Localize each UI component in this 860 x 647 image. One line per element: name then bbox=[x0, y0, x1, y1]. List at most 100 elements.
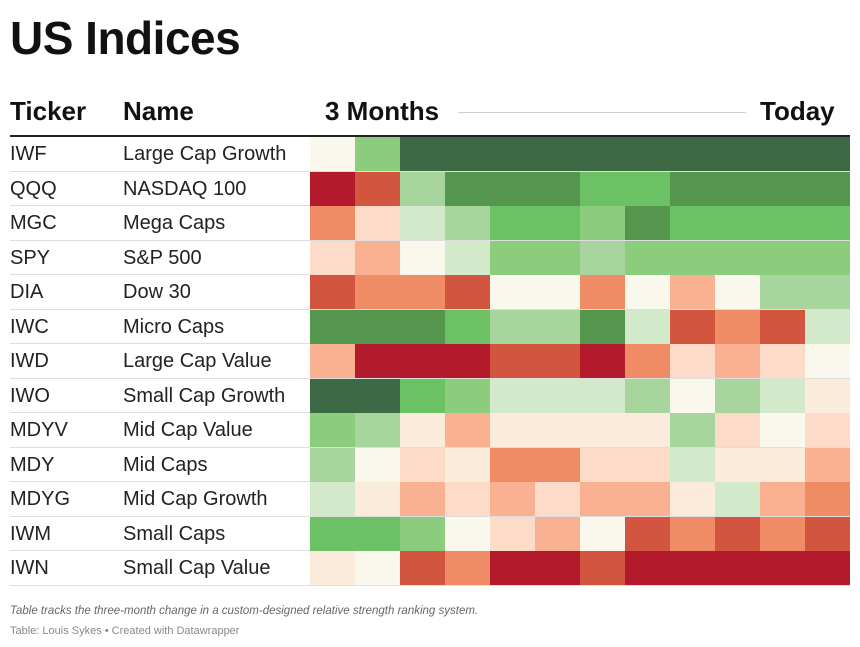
table-row: DIA Dow 30 bbox=[10, 275, 850, 310]
heat-cell bbox=[670, 413, 715, 447]
heat-cell bbox=[400, 482, 445, 516]
heat-strip bbox=[310, 240, 850, 275]
heat-strip bbox=[310, 137, 850, 171]
heat-strip bbox=[310, 551, 850, 585]
heat-cell bbox=[715, 482, 760, 516]
heat-cell bbox=[670, 378, 715, 413]
heat-cell bbox=[490, 482, 535, 516]
heat-cell bbox=[805, 516, 850, 551]
table-row: IWM Small Caps bbox=[10, 516, 850, 551]
heat-cell bbox=[490, 206, 535, 240]
ticker-cell: IWF bbox=[10, 143, 47, 165]
heat-cell bbox=[760, 413, 805, 447]
chart-title: US Indices bbox=[10, 12, 241, 64]
heat-cell bbox=[445, 137, 490, 171]
header-rule bbox=[10, 135, 850, 137]
heat-cell bbox=[805, 171, 850, 206]
heat-cell bbox=[310, 482, 355, 516]
heat-cell bbox=[670, 551, 715, 585]
heat-cell bbox=[445, 206, 490, 240]
footer-note: Table tracks the three-month change in a… bbox=[10, 605, 479, 617]
heat-cell bbox=[355, 447, 400, 482]
heat-cell bbox=[400, 344, 445, 378]
heat-cell bbox=[625, 447, 670, 482]
heat-cell bbox=[625, 240, 670, 275]
ticker-cell: QQQ bbox=[10, 177, 57, 200]
heat-cell bbox=[490, 516, 535, 551]
name-cell: S&P 500 bbox=[123, 246, 202, 269]
heat-cell bbox=[625, 551, 670, 585]
heat-strip bbox=[310, 344, 850, 378]
heat-cell bbox=[670, 447, 715, 482]
heat-cell bbox=[310, 344, 355, 378]
heatmap-table: IWF Large Cap Growth QQQ NASDAQ 100 MGC Mega … bbox=[10, 137, 850, 586]
heat-cell bbox=[805, 344, 850, 378]
heat-cell bbox=[715, 171, 760, 206]
heat-cell bbox=[400, 447, 445, 482]
ticker-cell: IWM bbox=[10, 522, 52, 545]
heat-cell bbox=[445, 171, 490, 206]
column-header-name: Name bbox=[123, 96, 194, 126]
heat-cell bbox=[625, 482, 670, 516]
heat-cell bbox=[580, 551, 625, 585]
heat-cell bbox=[670, 275, 715, 309]
table-row: SPY S&P 500 bbox=[10, 240, 850, 275]
heat-cell bbox=[400, 551, 445, 585]
heat-cell bbox=[670, 344, 715, 378]
heat-cell bbox=[445, 413, 490, 447]
heat-cell bbox=[760, 516, 805, 551]
ticker-cell: SPY bbox=[10, 246, 51, 269]
heat-cell bbox=[490, 447, 535, 482]
heat-cell bbox=[490, 344, 535, 378]
footer-source: Table: Louis Sykes • Created with Datawr… bbox=[10, 625, 240, 637]
ticker-cell: IWO bbox=[10, 384, 50, 407]
heat-cell bbox=[580, 275, 625, 309]
heat-cell bbox=[670, 516, 715, 551]
heat-cell bbox=[625, 275, 670, 309]
heat-cell bbox=[400, 413, 445, 447]
heat-cell bbox=[625, 171, 670, 206]
heat-cell bbox=[760, 206, 805, 240]
heat-cell bbox=[715, 275, 760, 309]
heat-cell bbox=[310, 516, 355, 551]
heat-strip bbox=[310, 516, 850, 551]
heat-cell bbox=[580, 482, 625, 516]
heat-cell bbox=[625, 413, 670, 447]
heat-strip bbox=[310, 309, 850, 344]
heat-cell bbox=[760, 240, 805, 275]
heat-cell bbox=[670, 482, 715, 516]
name-cell: Small Cap Growth bbox=[123, 384, 286, 407]
heat-cell bbox=[760, 275, 805, 309]
heat-cell bbox=[760, 551, 805, 585]
heat-cell bbox=[715, 551, 760, 585]
heat-cell bbox=[535, 275, 580, 309]
heat-cell bbox=[805, 447, 850, 482]
heat-cell bbox=[670, 137, 715, 171]
heat-cell bbox=[355, 344, 400, 378]
heat-cell bbox=[355, 206, 400, 240]
heat-cell bbox=[355, 378, 400, 413]
name-cell: Mid Cap Value bbox=[123, 419, 253, 441]
column-header-ticker: Ticker bbox=[10, 96, 87, 126]
heat-cell bbox=[580, 378, 625, 413]
heat-cell bbox=[535, 240, 580, 275]
ticker-cell: MDYG bbox=[10, 488, 70, 510]
heat-cell bbox=[535, 482, 580, 516]
heat-cell bbox=[445, 551, 490, 585]
heat-cell bbox=[805, 413, 850, 447]
heat-cell bbox=[760, 482, 805, 516]
heat-cell bbox=[535, 551, 580, 585]
heat-cell bbox=[490, 137, 535, 171]
column-header-start: 3 Months bbox=[325, 96, 440, 126]
heat-cell bbox=[445, 275, 490, 309]
heat-cell bbox=[400, 378, 445, 413]
heat-cell bbox=[805, 551, 850, 585]
heat-cell bbox=[535, 309, 580, 344]
heat-cell bbox=[445, 482, 490, 516]
ticker-cell: DIA bbox=[10, 281, 44, 303]
heat-cell bbox=[625, 378, 670, 413]
heat-cell bbox=[760, 344, 805, 378]
heat-cell bbox=[310, 378, 355, 413]
heat-cell bbox=[310, 447, 355, 482]
heat-cell bbox=[625, 309, 670, 344]
